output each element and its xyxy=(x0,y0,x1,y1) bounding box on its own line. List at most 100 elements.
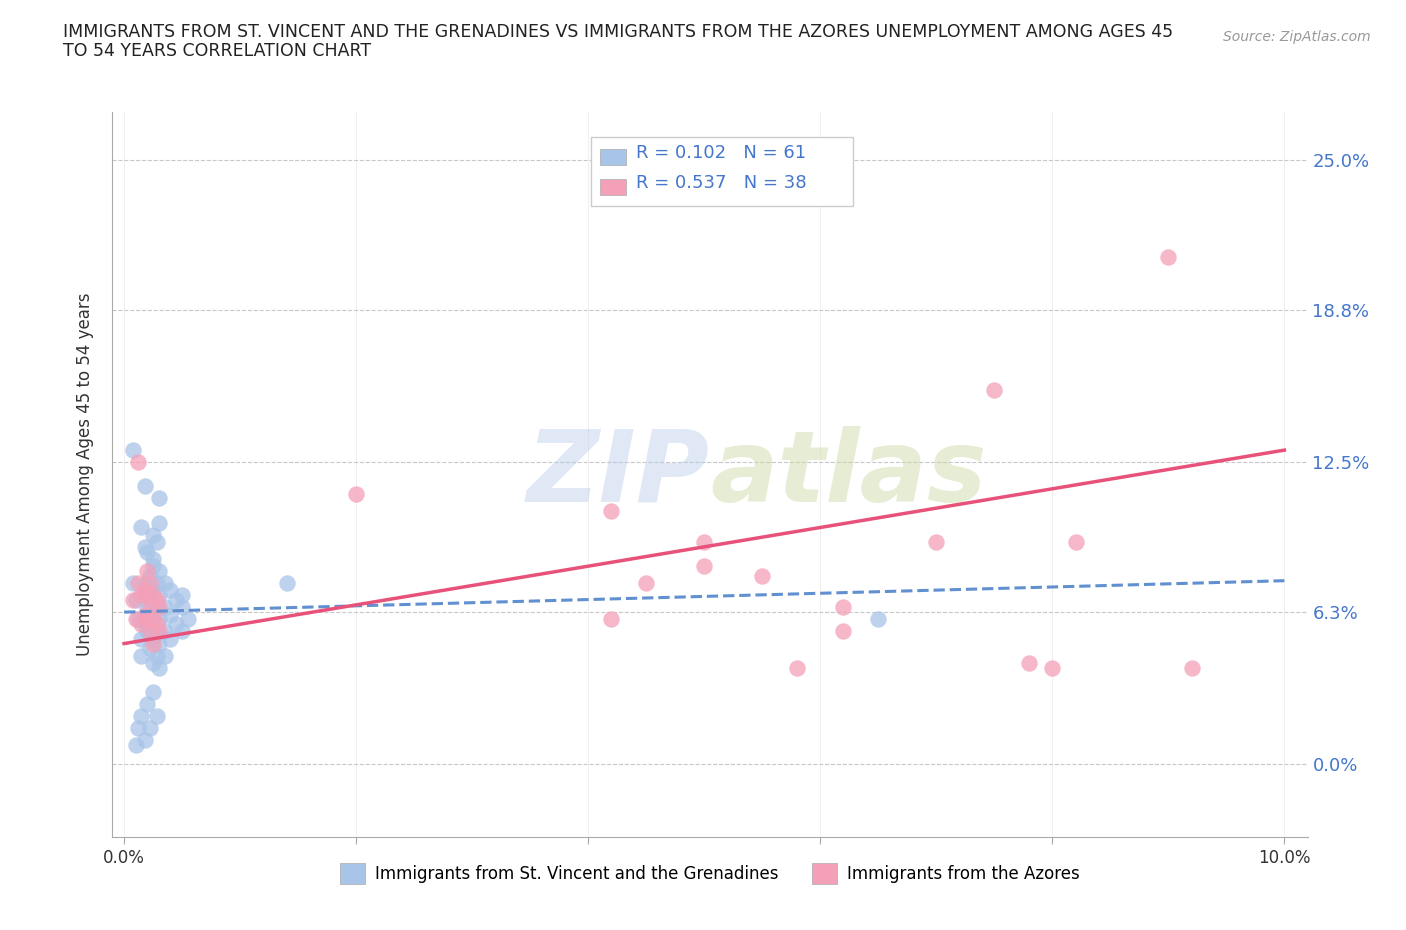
FancyBboxPatch shape xyxy=(600,149,627,165)
Point xyxy=(148,624,170,639)
Point xyxy=(131,617,153,631)
Point xyxy=(138,600,160,615)
Y-axis label: Unemployment Among Ages 45 to 54 years: Unemployment Among Ages 45 to 54 years xyxy=(76,293,94,656)
FancyBboxPatch shape xyxy=(591,137,853,206)
Point xyxy=(148,515,170,530)
Point xyxy=(172,600,194,615)
Point xyxy=(693,535,716,550)
Text: atlas: atlas xyxy=(710,426,987,523)
Point xyxy=(832,600,855,615)
Point xyxy=(138,568,160,583)
Point xyxy=(172,624,194,639)
Point xyxy=(142,612,165,627)
Point xyxy=(786,660,808,675)
Point xyxy=(165,617,187,631)
Point xyxy=(148,660,170,675)
Point xyxy=(125,737,148,752)
Legend: Immigrants from St. Vincent and the Grenadines, Immigrants from the Azores: Immigrants from St. Vincent and the Gren… xyxy=(333,857,1087,890)
Point xyxy=(127,721,149,736)
Point xyxy=(145,709,167,724)
FancyBboxPatch shape xyxy=(600,179,627,195)
Point xyxy=(1064,535,1087,550)
Point xyxy=(127,576,149,591)
Point xyxy=(131,631,153,646)
Point xyxy=(136,576,159,591)
Point xyxy=(153,648,176,663)
Point xyxy=(1018,656,1040,671)
Point xyxy=(832,624,855,639)
Point xyxy=(145,600,167,615)
Point xyxy=(177,612,200,627)
Point xyxy=(136,624,159,639)
Point xyxy=(159,631,181,646)
Point xyxy=(142,559,165,574)
Point xyxy=(136,588,159,603)
Point xyxy=(131,520,153,535)
Point xyxy=(131,648,153,663)
Point xyxy=(172,588,194,603)
Point xyxy=(134,733,156,748)
Point xyxy=(138,641,160,656)
Point xyxy=(138,617,160,631)
Point xyxy=(600,503,623,518)
Point xyxy=(145,624,167,639)
Point xyxy=(134,607,156,622)
Point xyxy=(1157,249,1180,264)
Point xyxy=(136,564,159,578)
Point xyxy=(122,592,145,607)
Point xyxy=(145,617,167,631)
Point xyxy=(148,564,170,578)
Point xyxy=(127,612,149,627)
Point xyxy=(131,588,153,603)
Text: TO 54 YEARS CORRELATION CHART: TO 54 YEARS CORRELATION CHART xyxy=(63,42,371,60)
Point xyxy=(142,636,165,651)
Point xyxy=(145,535,167,550)
Point xyxy=(1040,660,1063,675)
Point xyxy=(159,607,181,622)
Point xyxy=(122,443,145,458)
Point xyxy=(142,607,165,622)
Point xyxy=(142,656,165,671)
Point xyxy=(138,624,160,639)
Point xyxy=(148,612,170,627)
Point xyxy=(122,576,145,591)
Point xyxy=(136,600,159,615)
Point xyxy=(142,631,165,646)
Point xyxy=(276,576,298,591)
Point xyxy=(751,568,773,583)
Point xyxy=(600,612,623,627)
Point xyxy=(134,588,156,603)
Text: IMMIGRANTS FROM ST. VINCENT AND THE GRENADINES VS IMMIGRANTS FROM THE AZORES UNE: IMMIGRANTS FROM ST. VINCENT AND THE GREN… xyxy=(63,23,1174,41)
Point xyxy=(693,559,716,574)
Text: R = 0.102   N = 61: R = 0.102 N = 61 xyxy=(636,144,806,162)
Point xyxy=(1180,660,1202,675)
Point xyxy=(153,624,176,639)
Point xyxy=(148,636,170,651)
Point xyxy=(344,486,367,501)
Text: R = 0.537   N = 38: R = 0.537 N = 38 xyxy=(636,174,807,192)
Point xyxy=(153,576,176,591)
Point xyxy=(145,648,167,663)
Point xyxy=(148,588,170,603)
Point xyxy=(134,583,156,598)
Point xyxy=(134,617,156,631)
Point xyxy=(131,709,153,724)
Point xyxy=(983,382,1005,397)
Point xyxy=(145,592,167,607)
Point xyxy=(134,539,156,554)
Point xyxy=(138,721,160,736)
Point xyxy=(136,612,159,627)
Point xyxy=(125,592,148,607)
Point xyxy=(125,612,148,627)
Point xyxy=(636,576,658,591)
Point xyxy=(148,491,170,506)
Point xyxy=(134,479,156,494)
Point xyxy=(142,583,165,598)
Point xyxy=(138,592,160,607)
Point xyxy=(153,600,176,615)
Point xyxy=(136,544,159,559)
Point xyxy=(142,684,165,699)
Point xyxy=(165,592,187,607)
Point xyxy=(148,600,170,615)
Point xyxy=(145,576,167,591)
